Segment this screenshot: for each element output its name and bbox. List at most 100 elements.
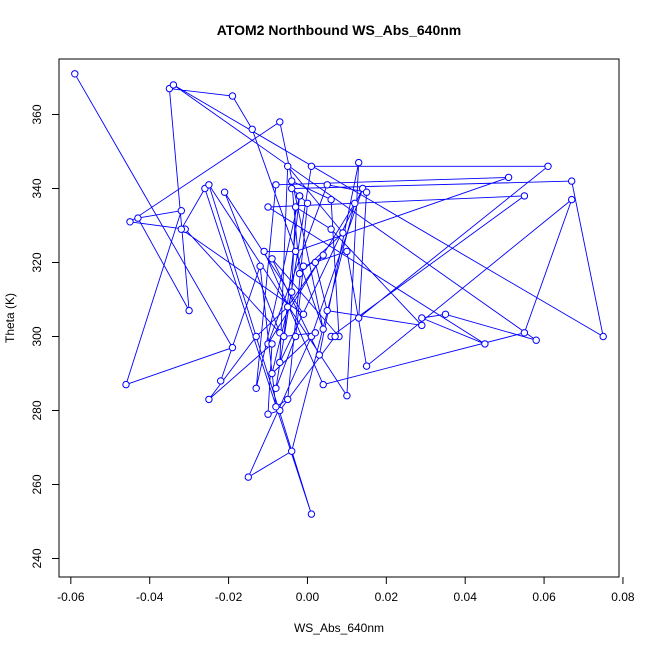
data-point xyxy=(311,329,319,337)
data-point xyxy=(284,162,292,171)
data-point xyxy=(311,258,319,267)
data-point xyxy=(288,288,296,296)
data-point xyxy=(331,332,339,341)
data-point xyxy=(220,188,229,196)
y-tick-label: 300 xyxy=(30,326,44,346)
y-tick-label: 360 xyxy=(30,104,44,124)
data-point xyxy=(291,203,300,211)
y-tick-label: 280 xyxy=(30,400,44,420)
data-point xyxy=(504,173,513,182)
data-point xyxy=(319,380,327,389)
data-point xyxy=(351,199,359,208)
data-point xyxy=(177,225,186,233)
data-point xyxy=(520,329,529,337)
data-point xyxy=(288,184,296,193)
data-point xyxy=(264,410,272,418)
data-point xyxy=(268,340,276,348)
data-point xyxy=(362,362,371,370)
data-point xyxy=(205,395,213,404)
plot-frame xyxy=(58,58,620,578)
data-point xyxy=(327,195,335,204)
x-tick-label: 0.06 xyxy=(532,590,556,604)
data-point xyxy=(252,384,260,392)
data-point xyxy=(418,321,426,330)
y-tick-label: 260 xyxy=(30,474,44,494)
data-point xyxy=(228,92,237,100)
data-point xyxy=(295,269,304,278)
data-point xyxy=(284,395,292,404)
y-tick-label: 320 xyxy=(30,252,44,272)
data-series xyxy=(71,70,607,518)
data-point xyxy=(260,247,268,256)
data-point xyxy=(303,199,312,208)
data-point xyxy=(272,403,280,411)
x-axis-ticks: -0.06 -0.04 -0.02 0.00 0.02 0.04 0.06 0.08 xyxy=(57,577,635,604)
chart-title: ATOM2 Northbound WS_Abs_640nm xyxy=(217,22,462,38)
series-line xyxy=(74,73,604,515)
data-point xyxy=(299,310,308,318)
data-point xyxy=(532,336,540,344)
data-point xyxy=(126,218,134,226)
data-point xyxy=(481,340,489,348)
data-point xyxy=(288,447,296,455)
data-point xyxy=(252,332,260,341)
data-point xyxy=(272,181,280,189)
data-point xyxy=(568,177,576,185)
x-tick-label: 0.02 xyxy=(375,590,399,604)
x-axis-label: WS_Abs_640nm xyxy=(294,621,384,635)
x-tick-label: -0.06 xyxy=(57,590,85,604)
data-point xyxy=(319,325,327,333)
data-point xyxy=(268,369,276,378)
x-tick-label: -0.04 xyxy=(136,590,164,604)
data-point xyxy=(248,125,256,134)
data-point xyxy=(185,306,193,315)
data-point xyxy=(169,81,178,89)
data-point xyxy=(295,192,304,200)
data-point xyxy=(276,358,284,367)
y-axis-ticks: 240 260 280 300 320 340 360 xyxy=(30,104,59,569)
data-point xyxy=(319,251,327,259)
data-point xyxy=(276,118,284,126)
data-point xyxy=(291,332,300,341)
data-point xyxy=(134,214,142,222)
data-point xyxy=(343,392,351,400)
data-point xyxy=(177,207,186,215)
data-point xyxy=(355,158,363,167)
data-point xyxy=(71,70,79,78)
y-tick-label: 240 xyxy=(30,548,44,568)
data-point xyxy=(441,310,450,318)
data-point xyxy=(327,225,335,233)
data-point xyxy=(228,343,237,352)
data-point xyxy=(323,306,331,315)
data-point xyxy=(280,332,288,341)
data-point xyxy=(307,510,316,518)
x-tick-label: -0.02 xyxy=(215,590,243,604)
x-tick-label: 0.00 xyxy=(296,590,320,604)
data-point xyxy=(355,314,363,322)
x-tick-label: 0.04 xyxy=(454,590,478,604)
data-point xyxy=(323,181,331,189)
data-point xyxy=(288,177,296,185)
data-point xyxy=(272,384,280,392)
data-point xyxy=(205,181,213,189)
data-point xyxy=(268,255,276,263)
data-point xyxy=(520,192,529,200)
data-point xyxy=(599,332,607,341)
data-point xyxy=(256,262,264,270)
data-point xyxy=(418,314,426,322)
data-point xyxy=(299,262,308,270)
data-point xyxy=(343,247,351,256)
data-point xyxy=(339,229,347,237)
data-point xyxy=(284,303,292,311)
data-point xyxy=(217,377,225,385)
data-point xyxy=(244,473,253,481)
x-tick-label: 0.08 xyxy=(611,590,635,604)
data-point xyxy=(544,162,552,171)
data-point xyxy=(315,351,323,359)
data-point xyxy=(362,188,371,196)
y-axis-label: Theta (K) xyxy=(3,293,17,343)
data-point xyxy=(568,195,576,204)
y-tick-label: 340 xyxy=(30,178,44,198)
data-point xyxy=(291,247,300,256)
